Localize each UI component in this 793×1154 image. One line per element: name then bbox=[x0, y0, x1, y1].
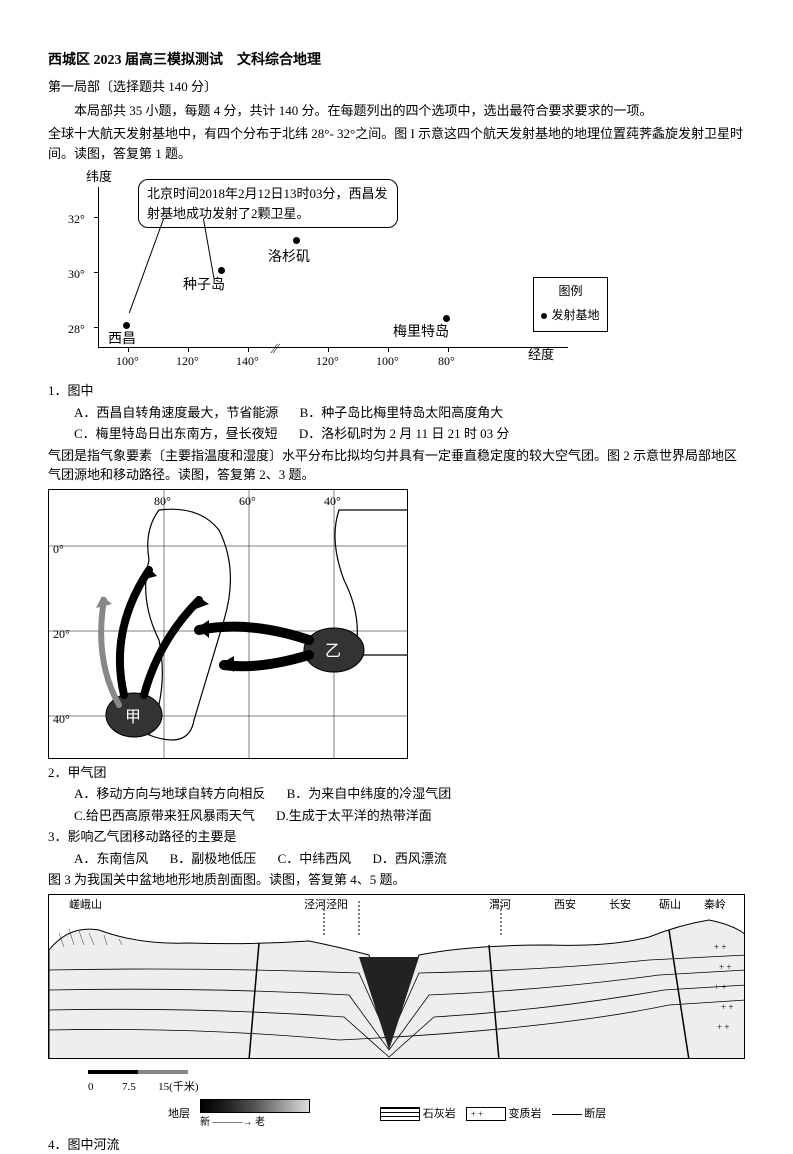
q1-opt-c: C．梅里特岛日出东南方，昼长夜短 bbox=[74, 424, 278, 444]
ytick bbox=[94, 217, 99, 218]
q2-opt-c: C.给巴西高原带来狂风暴雨天气 bbox=[74, 806, 255, 826]
q1-options-row2: C．梅里特岛日出东南方，昼长夜短 D．洛杉矶时为 2 月 11 日 21 时 0… bbox=[48, 424, 745, 444]
q2-opt-b: B．为来自中纬度的冷湿气团 bbox=[287, 784, 452, 804]
site-dot bbox=[123, 322, 130, 329]
q1-opt-a: A．西昌自转角速度最大，节省能源 bbox=[74, 403, 278, 423]
xtick-100w: 100° bbox=[376, 352, 399, 370]
legend-old: 老 bbox=[255, 1117, 265, 1128]
legend-item: 发射基地 bbox=[551, 308, 599, 322]
ytick bbox=[94, 272, 99, 273]
fig2-label-jia: 甲 bbox=[125, 706, 141, 730]
xtick-140e: 140° bbox=[236, 352, 259, 370]
site-dot bbox=[218, 267, 225, 274]
legend-limestone: 石灰岩 bbox=[423, 1108, 456, 1120]
context-3: 图 3 为我国关中盆地地形地质剖面图。读图，答复第 4、5 题。 bbox=[48, 870, 745, 890]
q3-opt-c: C．中纬西风 bbox=[278, 849, 352, 869]
xtick-100e: 100° bbox=[116, 352, 139, 370]
svg-text:+ +: + + bbox=[721, 1002, 733, 1012]
xtick-80w: 80° bbox=[438, 352, 455, 370]
context-1: 全球十大航天发射基地中，有四个分布于北纬 28°- 32°之间。图 I 示意这四… bbox=[48, 124, 745, 163]
section-heading: 第一局部〔选择题共 140 分〕 bbox=[48, 77, 745, 97]
fig1-yaxis bbox=[98, 187, 99, 347]
q2-opt-a: A．移动方向与地球自转方向相反 bbox=[74, 784, 265, 804]
svg-text:+ +: + + bbox=[714, 942, 726, 952]
ytick-32: 32° bbox=[68, 210, 85, 228]
q2-options-row1: A．移动方向与地球自转方向相反 B．为来自中纬度的冷湿气团 bbox=[48, 784, 745, 804]
metamorphic-icon bbox=[466, 1107, 506, 1121]
svg-text:+ +: + + bbox=[714, 982, 726, 992]
ytick bbox=[94, 327, 99, 328]
axis-break: ∕∕ bbox=[273, 339, 278, 360]
legend-title: 图例 bbox=[534, 282, 607, 300]
fig1-xaxis bbox=[98, 347, 568, 348]
site-merritt: 梅里特岛 bbox=[393, 322, 449, 343]
q1-opt-b: B．种子岛比梅里特岛太阳高度角大 bbox=[300, 403, 504, 423]
xtick-120w: 120° bbox=[316, 352, 339, 370]
legend-metamorphic: 变质岩 bbox=[509, 1108, 542, 1120]
scale-7-5: 7.5 bbox=[91, 1079, 136, 1096]
callout-line bbox=[129, 219, 164, 313]
q3-opt-b: B．副极地低压 bbox=[170, 849, 257, 869]
site-dot bbox=[293, 237, 300, 244]
figure-1: 纬度 经度 32° 30° 28° 100° 120° 140° ∕∕ 120°… bbox=[48, 167, 608, 377]
legend-new: 新 bbox=[200, 1117, 210, 1128]
q1-opt-d: D．洛杉矶时为 2 月 11 日 21 时 03 分 bbox=[299, 424, 509, 444]
xtick-120e: 120° bbox=[176, 352, 199, 370]
fig3-svg: + + + + + + + + + + bbox=[49, 895, 745, 1059]
fig1-xlabel: 经度 bbox=[528, 345, 554, 365]
ytick-28: 28° bbox=[68, 320, 85, 338]
q2-stem: 2．甲气团 bbox=[48, 763, 745, 783]
fig3-legend: 地层 新 ———→ 老 石灰岩 变质岩 断层 bbox=[168, 1098, 745, 1131]
fig3-scale: 0 7.5 15(千米) bbox=[88, 1063, 745, 1096]
q3-options: A．东南信风 B．副极地低压 C．中纬西风 D．西风漂流 bbox=[48, 849, 745, 869]
q1-stem: 1．图中 bbox=[48, 381, 745, 401]
svg-text:+ +: + + bbox=[719, 962, 731, 972]
q3-stem: 3．影响乙气团移动路径的主要是 bbox=[48, 827, 745, 847]
fig1-ylabel: 纬度 bbox=[86, 167, 112, 187]
fig1-legend: 图例 发射基地 bbox=[533, 277, 608, 332]
site-xichang: 西昌 bbox=[108, 329, 136, 350]
site-tanegashima: 种子岛 bbox=[183, 275, 225, 296]
page-title: 西城区 2023 届高三模拟测试 文科综合地理 bbox=[48, 50, 745, 71]
legend-dot-icon bbox=[541, 313, 547, 319]
site-losangeles: 洛杉矶 bbox=[268, 247, 310, 268]
limestone-icon bbox=[380, 1107, 420, 1121]
fault-icon bbox=[552, 1114, 582, 1115]
figure-3: 嵯峨山 泾河泾阳 渭河 西安 长安 砺山 秦岭 + ++ + + ++ + bbox=[48, 894, 745, 1059]
q3-opt-a: A．东南信风 bbox=[74, 849, 148, 869]
fig1-callout: 北京时间2018年2月12日13时03分，西昌发射基地成功发射了2颗卫星。 bbox=[138, 179, 398, 228]
fig2-map-svg bbox=[49, 490, 408, 759]
q2-opt-d: D.生成于太平洋的热带洋面 bbox=[276, 806, 432, 826]
legend-fault: 断层 bbox=[584, 1108, 606, 1120]
figure-2: 80° 60° 40° 0° 20° 40° 甲 乙 bbox=[48, 489, 408, 759]
ytick-30: 30° bbox=[68, 265, 85, 283]
q3-opt-d: D．西风漂流 bbox=[372, 849, 446, 869]
q2-options-row2: C.给巴西高原带来狂风暴雨天气 D.生成于太平洋的热带洋面 bbox=[48, 806, 745, 826]
q1-options-row1: A．西昌自转角速度最大，节省能源 B．种子岛比梅里特岛太阳高度角大 bbox=[48, 403, 745, 423]
strata-gradient-icon bbox=[200, 1099, 310, 1113]
context-2: 气团是指气象要素〔主要指温度和湿度〕水平分布比拟均匀并具有一定垂直稳定度的较大空… bbox=[48, 446, 745, 485]
q4-stem: 4．图中河流 bbox=[48, 1135, 745, 1154]
svg-text:+ +: + + bbox=[717, 1022, 729, 1032]
fig2-label-yi: 乙 bbox=[325, 640, 341, 664]
section-desc: 本局部共 35 小题，每题 4 分，共计 140 分。在每题列出的四个选项中，选… bbox=[48, 101, 745, 121]
legend-strata-label: 地层 bbox=[168, 1106, 190, 1123]
site-dot bbox=[443, 315, 450, 322]
scale-15: 15(千米) bbox=[139, 1079, 199, 1096]
